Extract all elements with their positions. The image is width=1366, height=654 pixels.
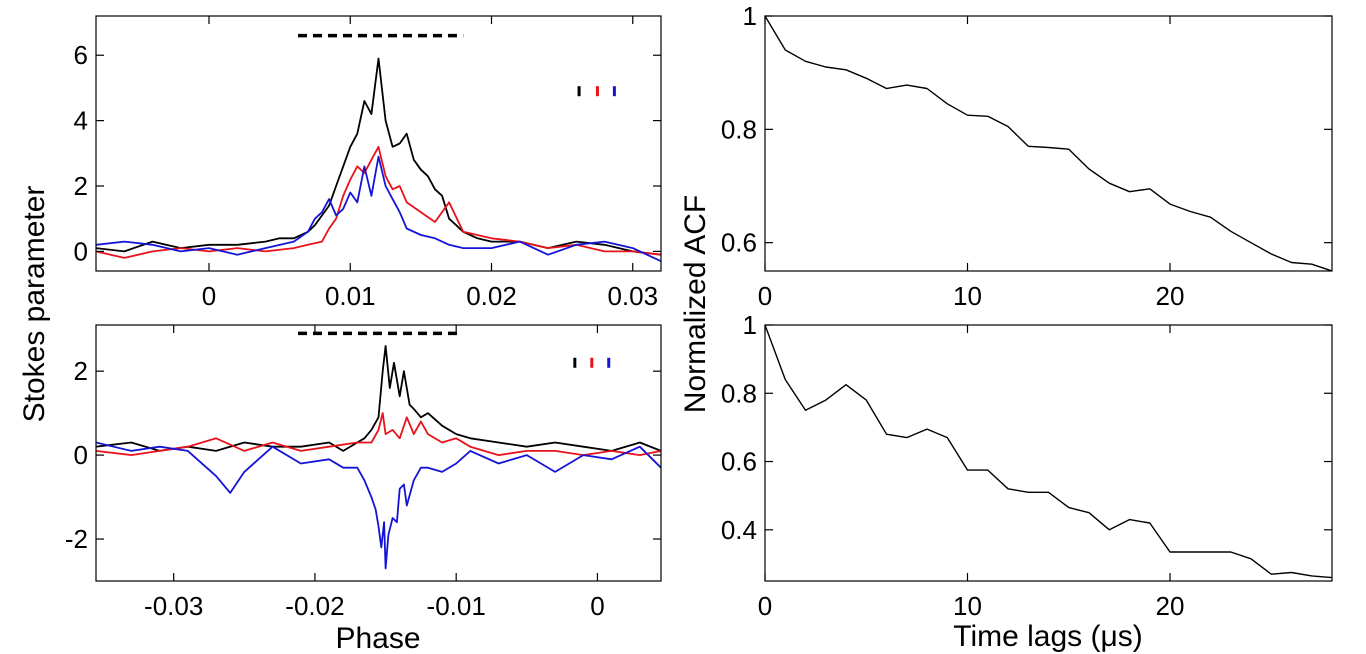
stokes-bottom-xtick-label: -0.01 xyxy=(427,591,486,621)
stokes-bottom-series-l xyxy=(96,412,661,457)
stokes-bottom-xtick-label: -0.02 xyxy=(285,591,344,621)
acf-top-xtick-label: 20 xyxy=(1156,281,1185,311)
stokes-top-ytick-label: 0 xyxy=(74,236,88,266)
stokes-bottom-series-i xyxy=(96,345,661,452)
stokes-top-series-i xyxy=(96,57,661,256)
acf-top-ytick-label: 0.8 xyxy=(721,114,757,144)
acf-bottom-ytick-label: 0.8 xyxy=(721,378,757,408)
acf-bottom-ytick-label: 1 xyxy=(743,310,757,340)
stokes-bottom-ytick-label: -2 xyxy=(65,524,88,554)
acf-top-panel: 0 10 20 0.6 0.8 1 xyxy=(721,1,1333,311)
acf-bottom-axes-frame xyxy=(764,324,1333,582)
stokes-bottom-ytick-label: 0 xyxy=(74,440,88,470)
stokes-bottom-plot-area xyxy=(96,345,661,570)
stokes-top-ytick-label: 2 xyxy=(74,171,88,201)
left-x-axis-label: Phase xyxy=(335,622,420,654)
right-y-axis-label: Normalized ACF xyxy=(679,195,712,413)
stokes-bottom-ytick-label: 2 xyxy=(74,356,88,386)
stokes-bottom-xtick-label: -0.03 xyxy=(144,591,203,621)
stokes-bottom-panel: -0.03 -0.02 -0.01 0 -2 0 2 xyxy=(65,324,662,621)
acf-top-plot-area xyxy=(765,16,1332,271)
acf-bottom-xtick-label: 20 xyxy=(1156,591,1185,621)
acf-bottom-ytick-label: 0.6 xyxy=(721,447,757,477)
acf-top-xtick-label: 0 xyxy=(758,281,772,311)
acf-bottom-ytick-label: 0.4 xyxy=(721,515,757,545)
acf-bottom-xtick-label: 10 xyxy=(953,591,982,621)
acf-top-ytick-label: 1 xyxy=(743,1,757,31)
stokes-bottom-axes-frame xyxy=(95,324,662,582)
acf-top-xtick-label: 10 xyxy=(953,281,982,311)
acf-top-ytick-label: 0.6 xyxy=(721,228,757,258)
acf-bottom-series-acf xyxy=(765,325,1332,579)
stokes-top-plot-area xyxy=(96,57,661,263)
acf-bottom-panel: 0 10 20 0.4 0.6 0.8 1 xyxy=(721,310,1333,621)
stokes-bottom-series-v xyxy=(96,441,661,570)
stokes-top-ytick-label: 4 xyxy=(74,106,88,136)
stokes-top-ytick-label: 6 xyxy=(74,40,88,70)
acf-bottom-plot-area xyxy=(765,325,1332,579)
left-y-axis-label: Stokes parameter xyxy=(18,186,51,423)
acf-top-series-acf xyxy=(765,16,1332,271)
stokes-top-axes-frame xyxy=(95,15,662,272)
stokes-bottom-xtick-label: 0 xyxy=(590,591,604,621)
stokes-top-xtick-label: 0.02 xyxy=(466,281,517,311)
acf-top-axes-frame xyxy=(764,15,1333,272)
stokes-top-xtick-label: 0 xyxy=(202,281,216,311)
stokes-top-panel: 0 0.01 0.02 0.03 0 2 4 6 xyxy=(74,15,662,311)
right-x-axis-label: Time lags (μs) xyxy=(953,620,1143,653)
stokes-top-series-v xyxy=(96,155,661,263)
stokes-top-series-l xyxy=(96,145,661,259)
stokes-top-xtick-label: 0.03 xyxy=(607,281,658,311)
stokes-top-xtick-label: 0.01 xyxy=(325,281,376,311)
acf-bottom-xtick-label: 0 xyxy=(758,591,772,621)
